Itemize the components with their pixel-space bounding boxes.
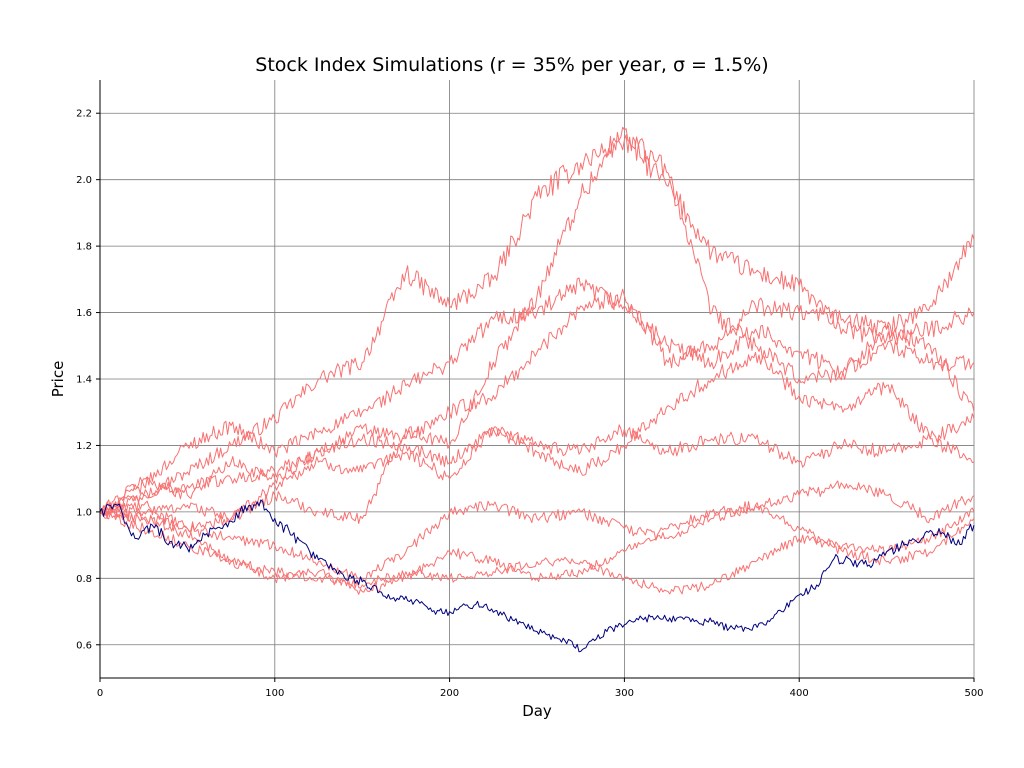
- series-line-5: [99, 351, 975, 516]
- y-tick-label: 1.8: [76, 242, 92, 253]
- y-tick-label: 1.6: [76, 308, 92, 319]
- series-line-9: [99, 501, 975, 595]
- y-tick-label: 2.2: [76, 109, 92, 120]
- x-tick-label: 500: [964, 688, 983, 699]
- series-line-3: [99, 277, 975, 513]
- y-tick-label: 2.0: [76, 175, 92, 186]
- y-tick-label: 1.4: [76, 375, 92, 386]
- x-tick-label: 0: [97, 688, 103, 699]
- y-tick-label: 1.2: [76, 441, 92, 452]
- series-line-4: [99, 288, 975, 513]
- axis-ticks: 0 100 200 300 400 500 0.6 0.8 1.0 1.2 1.4 1.6 1.8 2.0…: [76, 109, 983, 699]
- y-tick-label: 1.0: [76, 507, 92, 518]
- y-tick-label: 0.8: [76, 574, 92, 585]
- series-layer: [99, 126, 975, 653]
- y-tick-label: 0.6: [76, 640, 92, 651]
- x-tick-label: 400: [790, 688, 809, 699]
- series-line-7: [99, 480, 975, 582]
- y-axis-label: Price: [49, 361, 67, 398]
- chart-title: Stock Index Simulations (r = 35% per yea…: [255, 54, 768, 76]
- series-line-6: [99, 413, 975, 522]
- series-line-highlight: [99, 499, 975, 653]
- x-tick-label: 100: [265, 688, 284, 699]
- series-line-1: [99, 131, 975, 516]
- x-tick-label: 300: [615, 688, 634, 699]
- x-tick-label: 200: [440, 688, 459, 699]
- grid-lines: [100, 80, 975, 678]
- x-axis-label: Day: [522, 702, 552, 720]
